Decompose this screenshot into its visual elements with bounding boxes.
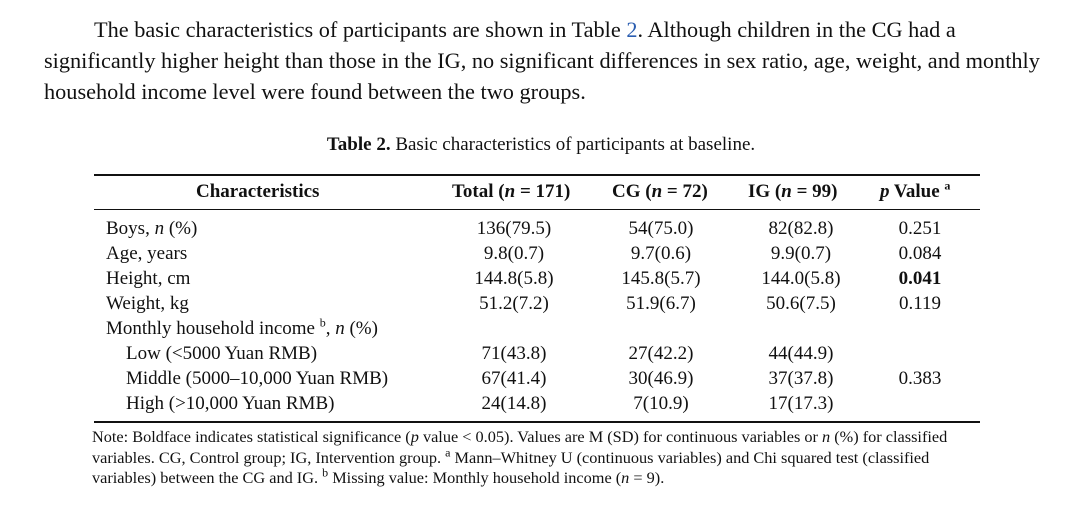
cell-cg: 27(42.2) [628, 343, 694, 364]
cell-cg: 145.8(5.7) [621, 268, 701, 289]
cell-total: 9.8(0.7) [483, 243, 545, 264]
cell-cg: 51.9(6.7) [626, 293, 696, 314]
cell-total: 24(14.8) [481, 393, 547, 414]
cell-p: 0.119 [898, 293, 942, 314]
cell-p: 0.251 [898, 218, 942, 239]
cell-ig: 17(17.3) [768, 393, 834, 414]
cell-total: 51.2(7.2) [479, 293, 549, 314]
table-header-rule [94, 209, 980, 210]
cell-p-significant: 0.041 [898, 268, 942, 289]
cell-ig: 50.6(7.5) [766, 293, 836, 314]
row-label-sub: Middle (5000–10,000 Yuan RMB) [126, 368, 389, 389]
caption-label: Table 2. [326, 134, 391, 155]
cell-ig: 82(82.8) [768, 218, 834, 239]
cell-total: 136(79.5) [476, 218, 552, 239]
row-label-sub: High (>10,000 Yuan RMB) [126, 393, 335, 414]
header-characteristics: Characteristics [196, 181, 320, 202]
row-label: Height, cm [106, 268, 191, 289]
paragraph-text-2: . Although children in the CG had a sign… [44, 17, 1040, 104]
cell-total: 144.8(5.8) [474, 268, 554, 289]
row-label-sub: Low (<5000 Yuan RMB) [126, 343, 318, 364]
table-top-rule [94, 174, 980, 176]
cell-total: 67(41.4) [481, 368, 547, 389]
cell-cg: 54(75.0) [628, 218, 694, 239]
header-ig: IG (n = 99) [748, 181, 838, 202]
header-cg: CG (n = 72) [612, 181, 708, 202]
cell-p-income: 0.383 [898, 368, 942, 389]
cell-ig: 9.9(0.7) [770, 243, 832, 264]
cell-ig: 37(37.8) [768, 368, 834, 389]
row-label-income: Monthly household income b, n (%) [106, 315, 378, 339]
cell-cg: 7(10.9) [633, 393, 689, 414]
cell-ig: 144.0(5.8) [761, 268, 841, 289]
cell-total: 71(43.8) [481, 343, 547, 364]
caption-text: Basic characteristics of participants at… [390, 134, 756, 155]
table-reference-link[interactable]: 2 [626, 17, 638, 42]
body-paragraph: The basic characteristics of participant… [44, 14, 1044, 107]
table-note: Note: Boldface indicates statistical sig… [92, 427, 948, 487]
cell-ig: 44(44.9) [768, 343, 834, 364]
cell-p: 0.084 [898, 243, 942, 264]
header-p-value: p Value a [880, 178, 951, 202]
paragraph-text-1: The basic characteristics of participant… [94, 17, 627, 42]
table-bottom-rule [94, 421, 980, 423]
row-label: Weight, kg [106, 293, 189, 314]
table-caption: Table 2. Basic characteristics of partic… [0, 134, 1082, 156]
cell-cg: 9.7(0.6) [630, 243, 692, 264]
cell-cg: 30(46.9) [628, 368, 694, 389]
row-label: Age, years [106, 243, 188, 264]
header-total: Total (n = 171) [452, 181, 571, 202]
row-label: Boys, n (%) [106, 218, 198, 239]
